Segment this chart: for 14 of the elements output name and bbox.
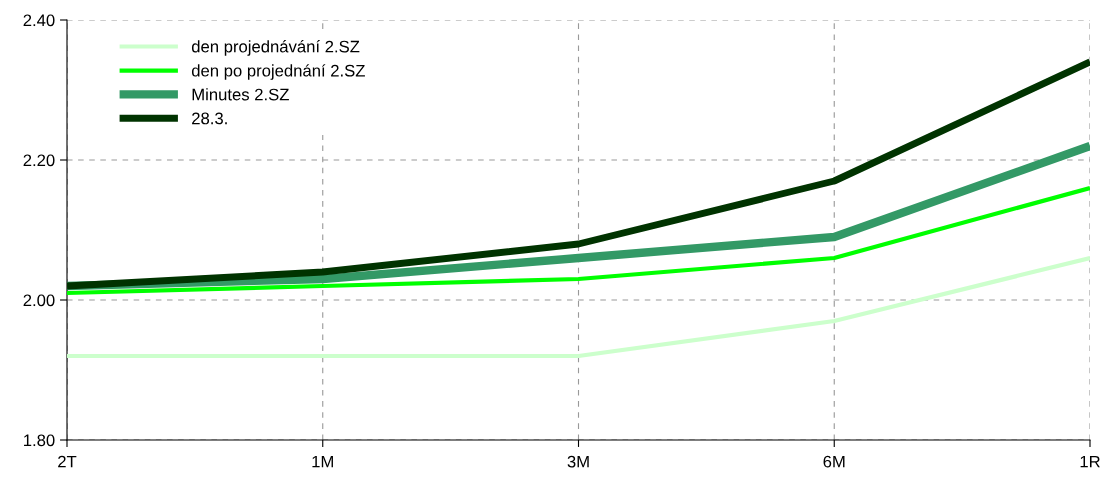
line-series (67, 185, 1090, 296)
x-tick-label: 1R (1080, 455, 1100, 468)
y-tick-label: 1.80 (24, 434, 55, 447)
x-tick-label: 6M (823, 455, 845, 468)
legend-label: 28.3. (192, 112, 227, 125)
y-tick-label: 2.40 (23, 14, 55, 27)
legend-label: den projednávání 2.SZ (191, 40, 360, 56)
legend-label: den po projednání 2.SZ (191, 64, 365, 80)
x-tick-label: 3M (567, 455, 589, 468)
legend-label: Minutes 2.SZ (192, 88, 289, 101)
y-tick-label: 2.00 (23, 294, 55, 307)
x-tick-label: 2T (58, 455, 77, 468)
x-tick-label: 1M (312, 455, 333, 468)
y-tick-label: 2.20 (23, 154, 55, 167)
